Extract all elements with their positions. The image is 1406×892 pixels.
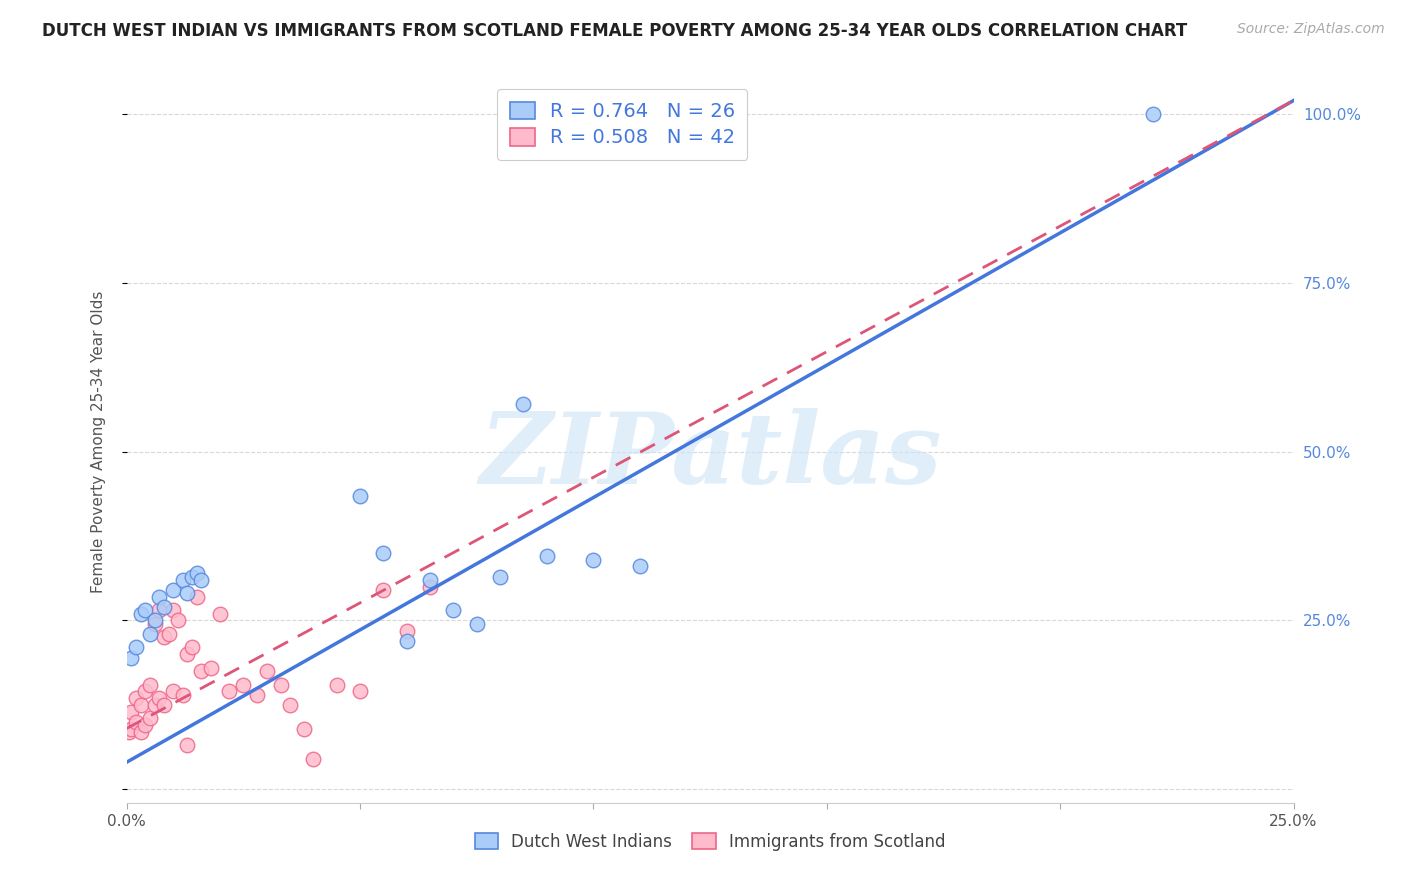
- Point: [489, 569, 512, 583]
- Point: [190, 573, 212, 587]
- Point: [180, 569, 202, 583]
- Point: [395, 624, 418, 638]
- Point: [148, 691, 170, 706]
- Point: [186, 566, 208, 581]
- Point: [125, 714, 148, 729]
- Point: [180, 640, 202, 655]
- Y-axis label: Female Poverty Among 25-34 Year Olds: Female Poverty Among 25-34 Year Olds: [91, 291, 105, 592]
- Point: [256, 664, 278, 678]
- Point: [125, 691, 148, 706]
- Point: [143, 616, 166, 631]
- Point: [139, 627, 162, 641]
- Point: [120, 722, 142, 736]
- Point: [349, 489, 371, 503]
- Text: ZIPatlas: ZIPatlas: [479, 408, 941, 504]
- Point: [162, 603, 184, 617]
- Point: [270, 678, 292, 692]
- Point: [419, 580, 441, 594]
- Point: [465, 616, 488, 631]
- Point: [129, 725, 152, 739]
- Point: [349, 684, 371, 698]
- Point: [536, 549, 558, 564]
- Point: [628, 559, 651, 574]
- Point: [325, 678, 347, 692]
- Point: [186, 590, 208, 604]
- Point: [373, 546, 395, 560]
- Point: [512, 397, 534, 411]
- Point: [125, 640, 148, 655]
- Point: [302, 752, 325, 766]
- Point: [148, 590, 170, 604]
- Point: [143, 698, 166, 712]
- Text: DUTCH WEST INDIAN VS IMMIGRANTS FROM SCOTLAND FEMALE POVERTY AMONG 25-34 YEAR OL: DUTCH WEST INDIAN VS IMMIGRANTS FROM SCO…: [42, 22, 1188, 40]
- Point: [176, 647, 198, 661]
- Point: [139, 678, 162, 692]
- Point: [134, 684, 156, 698]
- Point: [153, 599, 176, 614]
- Point: [120, 705, 142, 719]
- Point: [129, 607, 152, 621]
- Point: [172, 573, 194, 587]
- Point: [157, 627, 180, 641]
- Point: [148, 603, 170, 617]
- Point: [292, 722, 315, 736]
- Legend: Dutch West Indians, Immigrants from Scotland: Dutch West Indians, Immigrants from Scot…: [467, 825, 953, 860]
- Point: [1142, 107, 1164, 121]
- Point: [419, 573, 441, 587]
- Point: [373, 583, 395, 598]
- Point: [134, 603, 156, 617]
- Point: [129, 698, 152, 712]
- Point: [176, 586, 198, 600]
- Point: [172, 688, 194, 702]
- Point: [143, 614, 166, 628]
- Point: [162, 684, 184, 698]
- Point: [167, 614, 190, 628]
- Point: [162, 583, 184, 598]
- Point: [200, 661, 222, 675]
- Point: [395, 633, 418, 648]
- Point: [218, 684, 240, 698]
- Point: [208, 607, 231, 621]
- Point: [232, 678, 254, 692]
- Point: [139, 711, 162, 725]
- Text: Source: ZipAtlas.com: Source: ZipAtlas.com: [1237, 22, 1385, 37]
- Point: [441, 603, 464, 617]
- Point: [134, 718, 156, 732]
- Point: [153, 631, 176, 645]
- Point: [278, 698, 301, 712]
- Point: [246, 688, 269, 702]
- Point: [118, 725, 141, 739]
- Point: [190, 664, 212, 678]
- Point: [153, 698, 176, 712]
- Point: [120, 650, 142, 665]
- Point: [176, 739, 198, 753]
- Point: [582, 552, 605, 566]
